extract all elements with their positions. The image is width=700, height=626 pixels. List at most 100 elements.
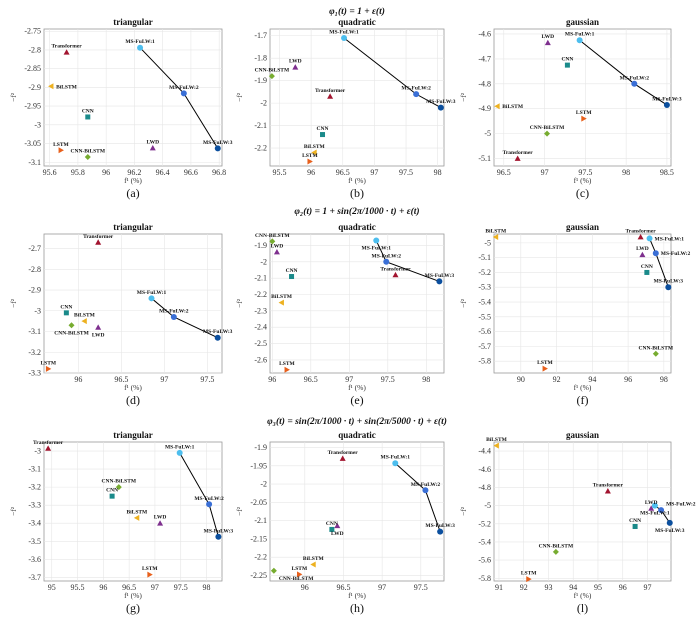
- point-lwd: [648, 505, 655, 511]
- y-tick-label: -1.9: [254, 241, 267, 250]
- point-label: MS-FuLW:1: [137, 290, 167, 296]
- plot-area: [493, 28, 672, 167]
- point-label: LWD: [271, 243, 284, 249]
- point-ms-fulw-2: [413, 91, 420, 98]
- y-tick-label: -5.7: [478, 342, 491, 351]
- point-ms-fulw-3: [436, 278, 443, 285]
- point-ms-fulw-1: [341, 34, 348, 41]
- subplot-title: gaussian: [566, 17, 599, 27]
- y-tick-label: -5.5: [478, 312, 491, 321]
- point-label: MS-FuLW:3: [655, 528, 685, 534]
- point-cnn: [329, 526, 335, 532]
- point-label: MS-FuLW:3: [203, 329, 233, 335]
- y-tick-label: -2.85: [24, 64, 41, 73]
- y-tick-label: -1.8: [254, 54, 267, 63]
- y-axis-label: −f²: [235, 92, 244, 102]
- point-transformer: [45, 445, 52, 451]
- x-tick-label: 97.5: [200, 375, 214, 384]
- x-tick-label: 91: [495, 583, 503, 592]
- point-lwd: [149, 145, 156, 151]
- point-label: MS-FuLW:2: [411, 482, 441, 488]
- point-label: MS-FuLW:1: [565, 32, 595, 38]
- subplot-a: 95.6 95.8 96 96.2 96.4 96.6 96.8 -2.75 -2.8 -2.85…: [9, 17, 233, 200]
- panel-label: (a): [126, 186, 139, 200]
- point-lwd: [334, 522, 341, 529]
- point-label: Transformer: [83, 234, 114, 240]
- x-tick-label: 97.5: [381, 375, 395, 384]
- subplot-title: gaussian: [566, 430, 599, 440]
- point-ms-fulw-2: [422, 487, 429, 494]
- point-label: Transformer: [380, 266, 411, 272]
- x-tick-label: 97.5: [399, 168, 413, 177]
- point-label: BiLSTM: [271, 294, 293, 300]
- point-label: MS-FuLW:3: [426, 99, 456, 105]
- y-axis-label: −f²: [235, 298, 244, 308]
- point-label: BiLSTM: [126, 509, 148, 515]
- y-tick-label: -2.3: [254, 306, 267, 315]
- point-label: Transformer: [593, 483, 624, 489]
- point-bilstm: [493, 442, 499, 449]
- y-axis-label: −f²: [9, 506, 18, 516]
- point-label: CNN: [641, 264, 653, 270]
- y-axis-label: −f²: [235, 506, 244, 516]
- point-label: MS-FuLW:2: [194, 496, 224, 502]
- point-bilstm: [494, 103, 500, 110]
- point-bilstm: [133, 514, 140, 521]
- point-ms-fulw-3: [214, 145, 221, 152]
- x-tick-label: 93: [544, 583, 552, 592]
- point-label: LWD: [146, 140, 159, 146]
- y-tick-label: -2: [260, 99, 267, 108]
- point-label: CNN-BiLSTM: [255, 233, 290, 239]
- point-label: CNN-BiLSTM: [530, 125, 565, 131]
- point-cnn-bilstm: [84, 154, 91, 161]
- point-bilstm: [311, 149, 317, 156]
- point-lstm: [581, 115, 587, 122]
- point-transformer: [392, 271, 399, 278]
- point-label: CNN: [106, 488, 118, 494]
- plot-area: [269, 441, 445, 582]
- point-label: CNN-BiLSTM: [539, 543, 574, 549]
- x-tick-label: 96.5: [497, 168, 511, 177]
- point-label: LWD: [289, 59, 302, 65]
- point-ms-fulw-1: [651, 502, 658, 509]
- point-label: Transformer: [626, 228, 657, 234]
- point-label: BiLSTM: [502, 104, 524, 110]
- point-ms-fulw-2: [170, 313, 177, 320]
- y-axis-label: −f²: [459, 92, 468, 102]
- point-label: Transformer: [52, 44, 83, 50]
- y-tick-label: -2.1: [254, 121, 267, 130]
- y-tick-label: -1.95: [250, 461, 267, 470]
- y-axis-label: −f²: [459, 298, 468, 308]
- y-tick-label: -1.7: [254, 31, 267, 40]
- point-label: CNN-BiLSTM: [71, 149, 106, 155]
- point-label: Transformer: [33, 440, 64, 446]
- x-axis-label: f¹ (%): [124, 176, 142, 185]
- x-axis-label: f¹ (%): [574, 591, 592, 600]
- point-ms-fulw-1: [576, 37, 583, 44]
- y-tick-label: -3.2: [28, 483, 41, 492]
- y-tick-label: -2.8: [28, 45, 41, 54]
- y-tick-label: -5.3: [478, 283, 491, 292]
- x-axis-label: f¹ (%): [124, 591, 142, 600]
- point-lstm: [58, 147, 64, 154]
- row-title: φ₃(t) = sin(2π/1000 · t) + sin(2π/5000 ·…: [267, 416, 447, 427]
- y-tick-label: -5.2: [478, 519, 491, 528]
- point-label: CNN-BiLSTM: [639, 345, 674, 351]
- x-tick-label: 96.5: [114, 375, 128, 384]
- x-tick-label: 97: [378, 583, 386, 592]
- x-tick-label: 96: [307, 168, 315, 177]
- point-ms-fulw-2: [652, 250, 659, 257]
- point-ms-fulw-3: [437, 528, 444, 535]
- point-ms-fulw-1: [392, 460, 399, 467]
- point-bilstm: [278, 299, 284, 306]
- point-label: BiLSTM: [304, 144, 326, 150]
- y-tick-label: -2.1: [254, 516, 267, 525]
- subplot-e: 96 96.5 97 97.5 98 -1.9 -2 -2.1 -2.2 -2.3 -2.4 -2.5…: [235, 222, 454, 407]
- point-label: MS-FuLW:1: [165, 444, 195, 450]
- point-lstm: [526, 576, 532, 583]
- point-transformer: [637, 233, 644, 240]
- x-tick-label: 98: [422, 375, 430, 384]
- subplot-b: 95.5 96 96.5 97 97.5 98 -1.7 -1.8 -1.9 -2 -2.1 -2.2…: [235, 17, 456, 200]
- y-axis-label: −f²: [9, 298, 18, 308]
